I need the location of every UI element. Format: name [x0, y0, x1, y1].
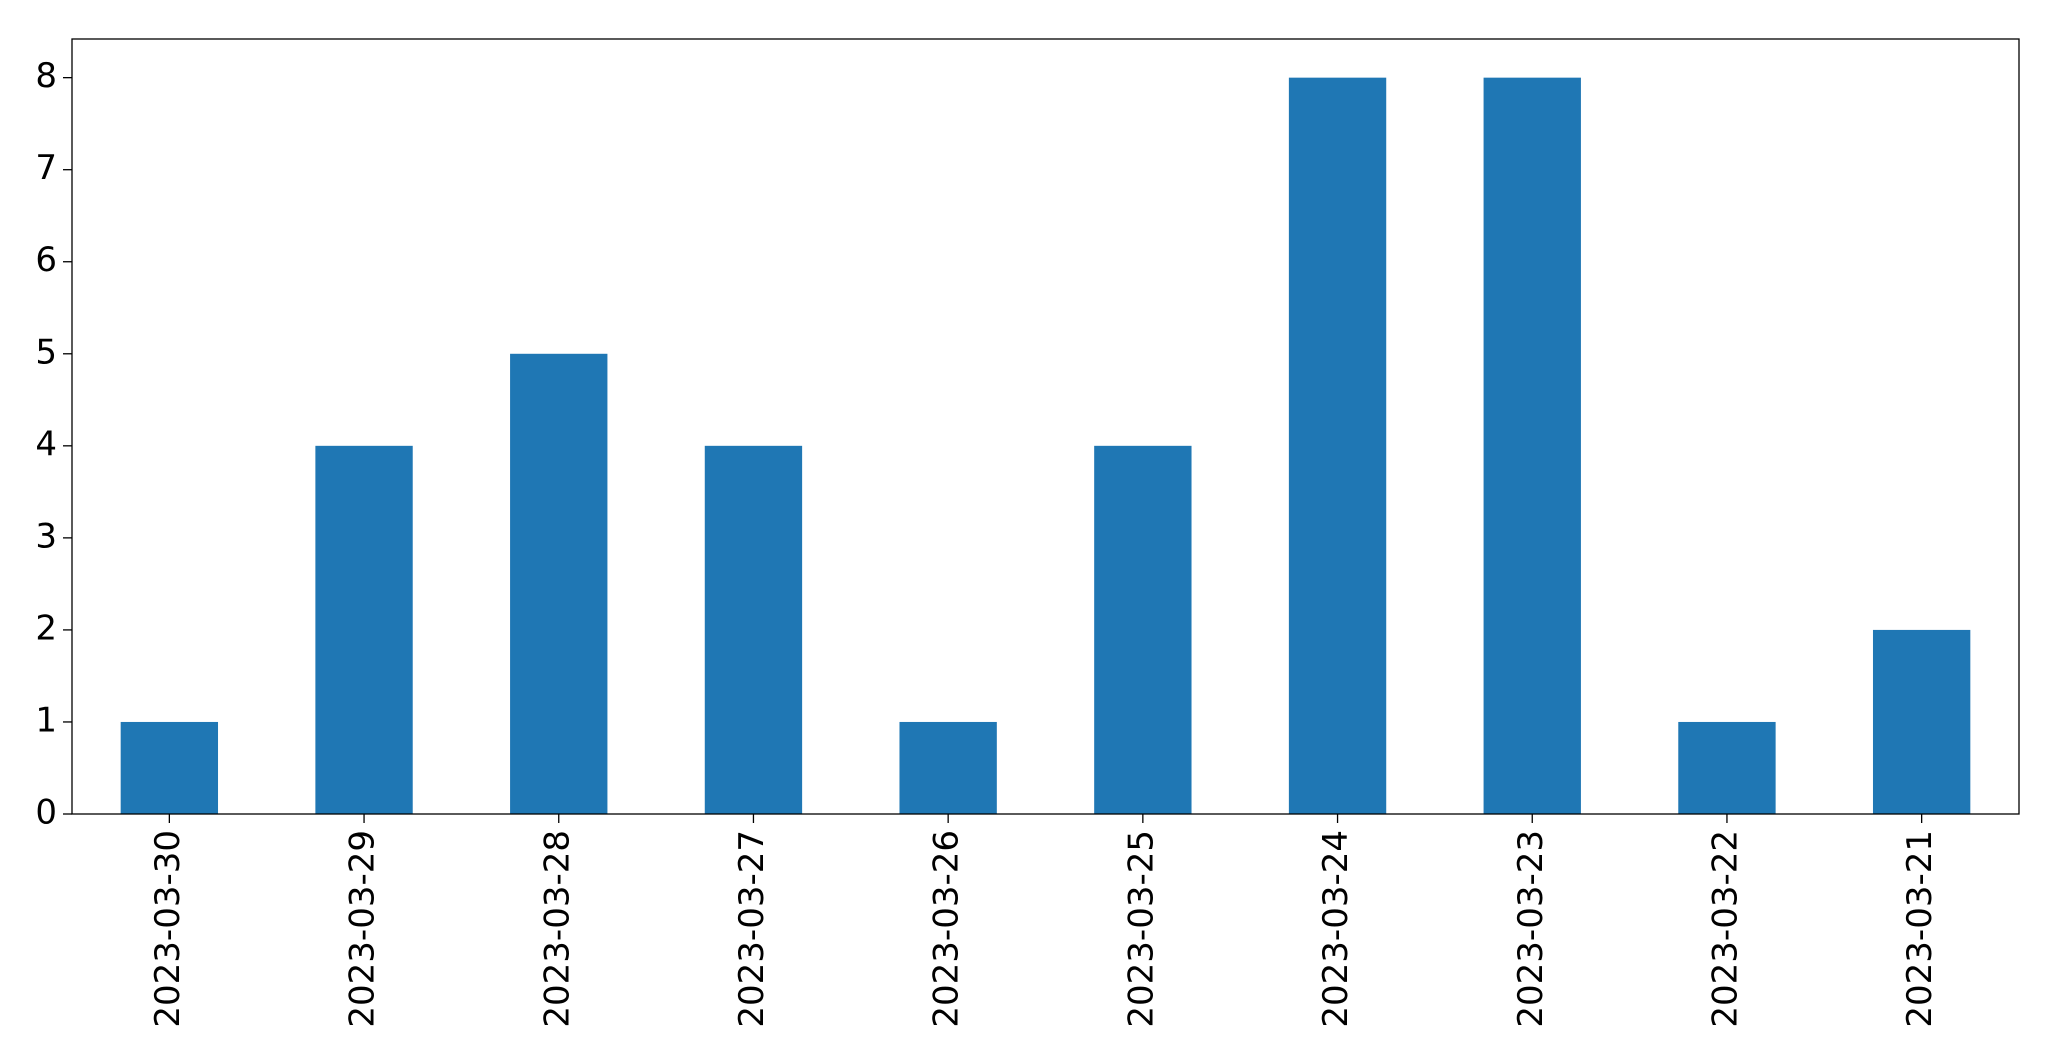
x-tick-label: 2023-03-28 [537, 830, 577, 1028]
bar [704, 445, 803, 814]
bar [315, 445, 413, 814]
bar [510, 353, 608, 814]
bar [1483, 77, 1581, 814]
bar [120, 721, 219, 814]
x-tick-label: 2023-03-26 [927, 830, 967, 1028]
bar [1872, 629, 1971, 814]
plot-frame [71, 38, 2020, 815]
x-tick-label: 2023-03-29 [343, 830, 383, 1028]
y-tick-label: 6 [35, 240, 57, 280]
x-tick-label: 2023-03-25 [1121, 830, 1161, 1028]
y-tick-label: 8 [35, 56, 57, 96]
x-tick-label: 2023-03-24 [1316, 830, 1356, 1028]
y-tick-label: 2 [35, 608, 57, 648]
y-tick-label: 5 [35, 332, 57, 372]
bar [899, 721, 997, 814]
y-tick-label: 0 [35, 793, 57, 833]
y-tick-label: 4 [35, 424, 57, 464]
x-tick-label: 2023-03-22 [1705, 830, 1745, 1028]
bar [1288, 77, 1387, 814]
x-tick-label: 2023-03-27 [732, 830, 772, 1028]
y-tick-label: 7 [35, 148, 57, 188]
bar [1678, 721, 1776, 814]
x-tick-label: 2023-03-21 [1900, 830, 1940, 1028]
x-tick-label: 2023-03-30 [148, 830, 188, 1028]
bar [1094, 445, 1192, 814]
y-tick-label: 1 [35, 700, 57, 740]
y-tick-label: 3 [35, 516, 57, 556]
x-tick-label: 2023-03-23 [1511, 830, 1551, 1028]
